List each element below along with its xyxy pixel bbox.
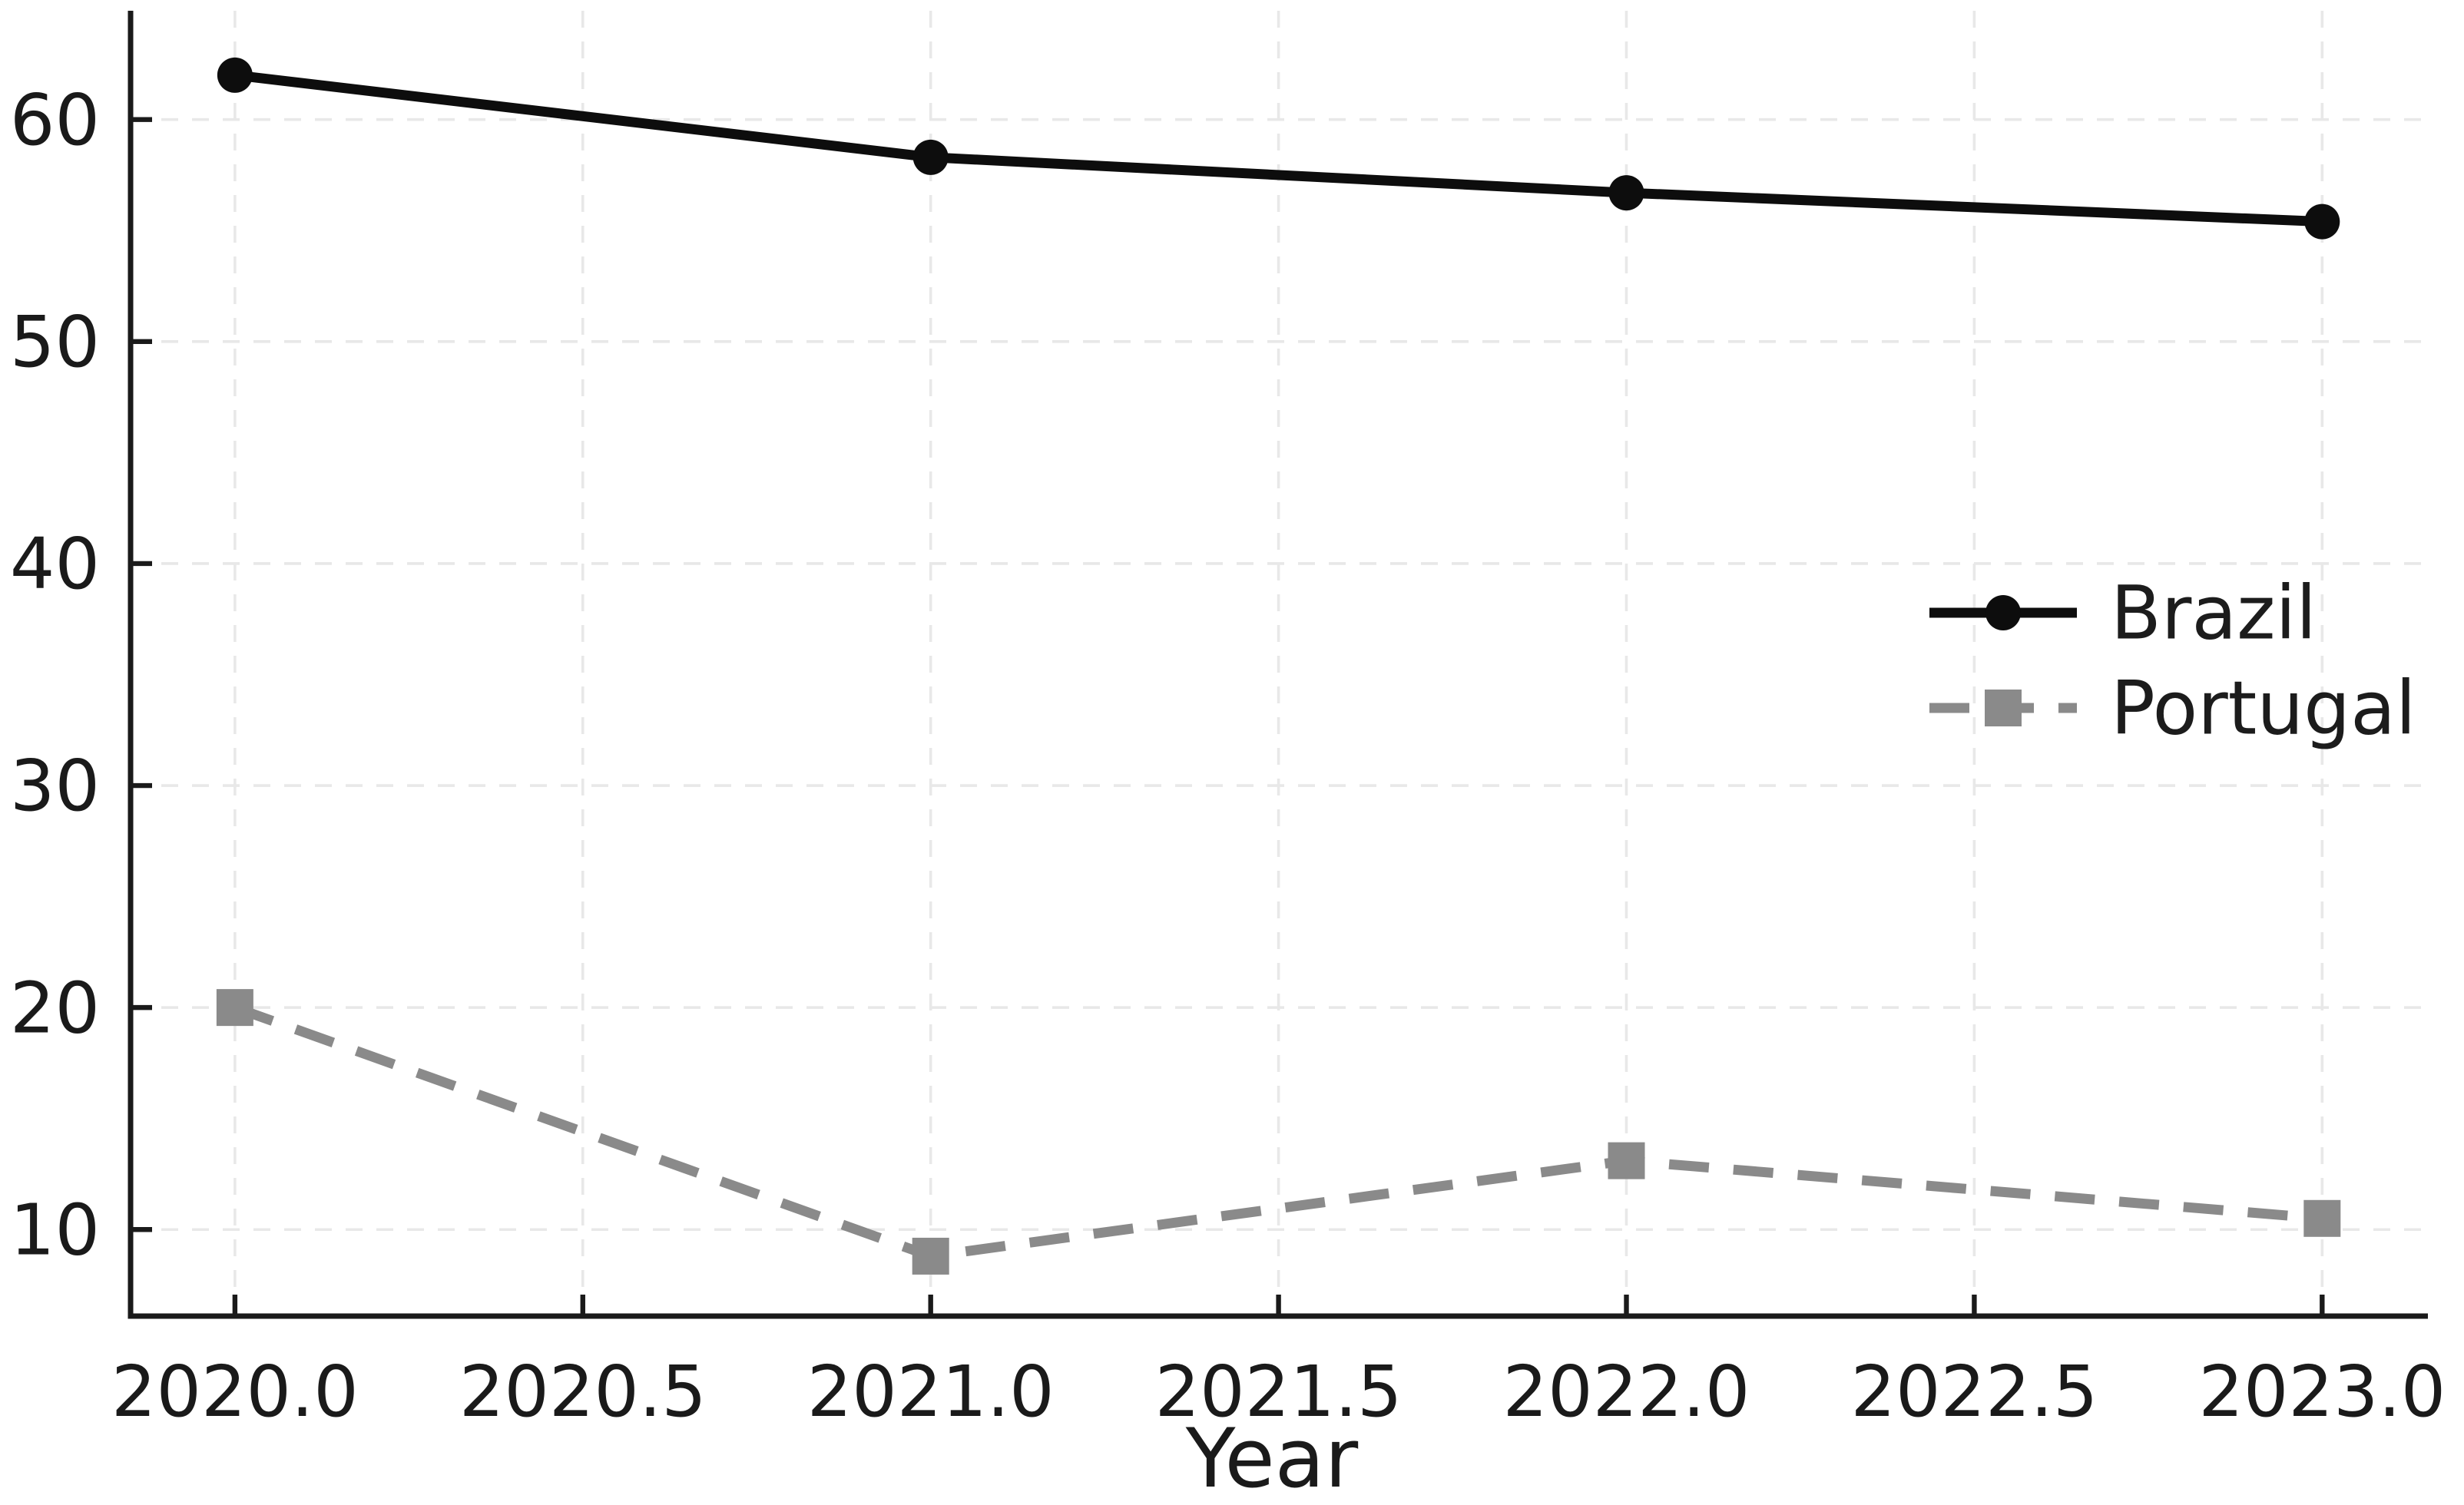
tick-labels: 10 20 30 40 50 60 2020.0 2020.5 2021.0 2021.5 2022… <box>10 79 2446 1433</box>
legend-label-brazil: Brazil <box>2111 571 2317 657</box>
y-tick-label: 60 <box>10 79 100 161</box>
data-series <box>216 57 2341 1275</box>
x-tick-label: 2021.5 <box>1155 1351 1403 1433</box>
x-axis-title: Year <box>1185 1411 1359 1505</box>
x-tick-label: 2020.0 <box>111 1351 359 1433</box>
y-tick-label: 20 <box>10 967 100 1049</box>
series-line-brazil <box>234 70 2323 227</box>
y-tick-label: 30 <box>10 745 100 827</box>
y-tick-label: 40 <box>10 523 100 605</box>
x-tick-label: 2020.5 <box>459 1351 707 1433</box>
x-tick-label: 2022.0 <box>1503 1351 1750 1433</box>
y-tick-label: 10 <box>10 1189 100 1271</box>
data-point-brazil <box>912 139 949 175</box>
data-point-brazil <box>1608 175 1644 211</box>
x-tick-label: 2022.5 <box>1850 1351 2098 1433</box>
legend-portugal-marker <box>1985 690 2022 726</box>
tick-marks <box>131 117 2325 1316</box>
data-point-portugal <box>1608 1142 1645 1179</box>
legend-brazil-marker <box>1985 595 2021 630</box>
data-point-portugal <box>912 1237 949 1275</box>
data-point-brazil <box>217 57 253 93</box>
x-tick-label: 2021.0 <box>807 1351 1055 1433</box>
data-point-portugal <box>216 989 253 1027</box>
data-point-portugal <box>2303 1199 2341 1237</box>
y-tick-label: 50 <box>10 301 100 383</box>
data-point-brazil <box>2304 203 2340 240</box>
x-tick-label: 2023.0 <box>2198 1351 2446 1433</box>
gridlines <box>131 11 2428 1316</box>
legend: Brazil Portugal <box>1929 571 2416 752</box>
legend-label-portugal: Portugal <box>2111 666 2416 752</box>
